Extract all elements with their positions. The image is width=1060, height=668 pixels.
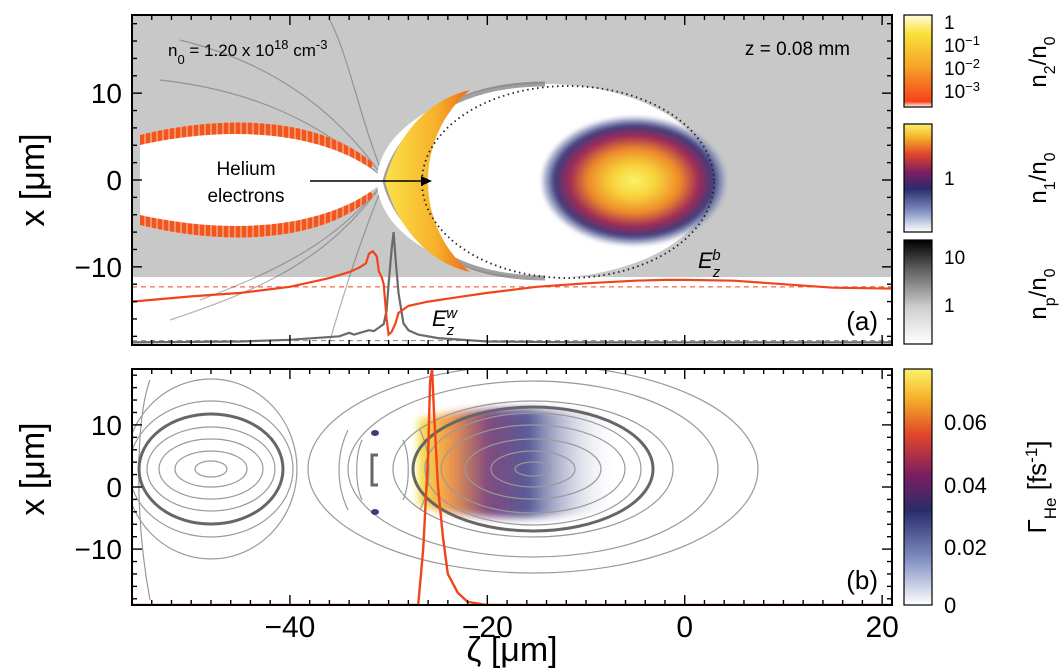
- y-tick-label: −10: [75, 252, 123, 283]
- cb-n2-tick-2: 10−1: [944, 33, 980, 58]
- y-axis-label-b: x [μm]: [14, 422, 52, 515]
- helium-label-line1: Helium: [216, 159, 275, 180]
- cb-n2-label: n2/n0: [1025, 36, 1059, 87]
- contour-blob-lower: [371, 509, 379, 515]
- cb-n2-tick-1: 1: [944, 13, 955, 34]
- y-tick-label: −10: [75, 534, 123, 565]
- cb-np-tick-1: 10: [944, 248, 965, 269]
- y-tick-label: 0: [106, 472, 122, 503]
- cb-g-tick-1: 0.06: [944, 410, 987, 435]
- series-line-ionization-front: [132, 369, 892, 605]
- panel-b: [132, 369, 892, 605]
- cb-g-tick-4: 0: [944, 593, 956, 618]
- series-line-Ezb: [132, 249, 892, 337]
- cb-n1-tick-1: 1: [944, 169, 955, 190]
- cb-np-label: np/n0: [1025, 268, 1059, 319]
- x-tick-label: −40: [264, 611, 315, 644]
- axis-ticks: [131, 15, 892, 605]
- y-tick-label: 10: [91, 78, 122, 109]
- cb-np-tick-2: 1: [944, 296, 955, 317]
- bubble-boundary-dotted: [421, 85, 715, 279]
- colorbar-n1: 1 n1/n0: [903, 123, 1059, 233]
- colorbar-np: 10 1 np/n0: [903, 239, 1059, 345]
- cb-n2-tick-3: 10−2: [944, 56, 980, 81]
- ionization-rate-map: [418, 408, 620, 518]
- cb-g-tick-3: 0.02: [944, 535, 987, 560]
- x-tick-label: 0: [676, 611, 693, 644]
- z-annotation: z = 0.08 mm: [745, 39, 850, 60]
- contour-blob-upper: [371, 430, 379, 436]
- label-Ezb: Ezb: [698, 247, 721, 281]
- x-axis-label: ζ [μm]: [466, 631, 557, 668]
- panel-a-label: (a): [846, 306, 878, 336]
- x-tick-label: −20: [462, 611, 513, 644]
- axis-tick-labels: 10 0 −10 10 0 −10 −40 −20 0 20: [75, 78, 899, 644]
- x-tick-label: 20: [865, 611, 898, 644]
- helium-electrons-trailing: [140, 122, 385, 238]
- cb-n1-label: n1/n0: [1025, 152, 1059, 203]
- driver-beam: [542, 117, 726, 245]
- y-tick-label: 10: [91, 410, 122, 441]
- cb-g-tick-2: 0.04: [944, 473, 987, 498]
- y-axis-label-a: x [μm]: [14, 133, 52, 226]
- colorbar-gamma: 0.06 0.04 0.02 0 ΓHe [fs-1]: [903, 368, 1060, 618]
- potential-contours-thick: [137, 405, 655, 533]
- cb-n2-tick-4: 10−3: [944, 79, 980, 104]
- y-tick-label: 0: [106, 165, 122, 196]
- helium-arrow-head: [421, 176, 432, 186]
- colorbar-n2: 1 10−1 10−2 10−3 n2/n0: [903, 13, 1059, 108]
- panel-b-label: (b): [846, 565, 878, 595]
- panel-a: [132, 15, 892, 345]
- cb-gamma-label: ΓHe [fs-1]: [1022, 440, 1060, 533]
- helium-label-line2: electrons: [207, 186, 284, 207]
